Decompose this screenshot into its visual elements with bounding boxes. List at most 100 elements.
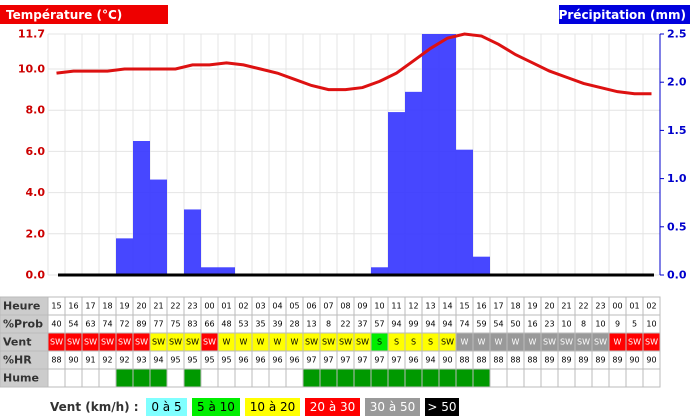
table-value: SW <box>203 338 216 347</box>
table-cell <box>64 368 83 388</box>
table-value: W <box>274 338 282 347</box>
y-tick-label: 2.0 <box>26 227 46 240</box>
table-value: 13 <box>306 320 316 329</box>
table-value: SW <box>118 338 131 347</box>
table-value: SW <box>152 338 165 347</box>
table-value: 40 <box>51 320 61 329</box>
hour-label: 07 <box>323 302 333 311</box>
table-cell <box>506 368 525 388</box>
table-cell <box>251 368 270 388</box>
hour-label: 03 <box>255 302 265 311</box>
precip-bar <box>388 112 405 275</box>
precip-bar <box>201 267 218 275</box>
table-value: 48 <box>221 320 231 329</box>
table-value: 88 <box>459 356 469 365</box>
precip-bar <box>133 141 150 275</box>
table-value: W <box>512 338 520 347</box>
precip-bar <box>218 267 235 275</box>
table-value: SW <box>50 338 63 347</box>
row-label: Heure <box>3 300 40 313</box>
hour-label: 19 <box>527 302 537 311</box>
y-tick-label: 11.7 <box>18 28 45 41</box>
precip-bar <box>439 34 456 275</box>
table-cell <box>404 368 423 388</box>
table-value: 50 <box>510 320 520 329</box>
table-value: 8 <box>581 320 586 329</box>
hour-label: 18 <box>510 302 520 311</box>
table-value: 9 <box>615 320 620 329</box>
table-cell <box>642 368 661 388</box>
table-value: 22 <box>340 320 350 329</box>
table-value: SW <box>645 338 658 347</box>
y2-tick-label: 1.5 <box>667 124 687 137</box>
hour-label: 15 <box>459 302 469 311</box>
legend-swatch <box>365 398 420 416</box>
y2-tick-label: 1.0 <box>667 172 687 185</box>
table-value: 94 <box>391 320 401 329</box>
table-cell <box>149 368 168 388</box>
table-value: 95 <box>221 356 231 365</box>
table-value: 92 <box>119 356 129 365</box>
legend-label: Vent (km/h) : <box>50 400 139 414</box>
table-value: 83 <box>187 320 197 329</box>
table-cell <box>183 368 202 388</box>
table-cell <box>625 368 644 388</box>
table-value: 90 <box>442 356 452 365</box>
precip-bar <box>150 179 167 275</box>
y2-tick-label: 2.5 <box>667 28 687 41</box>
hour-label: 21 <box>153 302 163 311</box>
table-value: SW <box>543 338 556 347</box>
table-value: 59 <box>476 320 486 329</box>
table-value: 95 <box>204 356 214 365</box>
table-value: 88 <box>493 356 503 365</box>
table-value: 88 <box>527 356 537 365</box>
table-value: 92 <box>102 356 112 365</box>
table-value: 96 <box>272 356 282 365</box>
precip-bar <box>371 267 388 275</box>
hour-label: 01 <box>629 302 639 311</box>
title-box-left <box>0 5 168 24</box>
table-value: SW <box>577 338 590 347</box>
legend-item: 10 à 20 <box>250 400 296 414</box>
legend-swatch <box>192 398 240 416</box>
hour-label: 21 <box>561 302 571 311</box>
hour-label: 19 <box>119 302 129 311</box>
y-tick-label: 6.0 <box>26 145 46 158</box>
table-value: 16 <box>527 320 537 329</box>
table-value: 97 <box>306 356 316 365</box>
table-value: 10 <box>561 320 571 329</box>
table-value: W <box>291 338 299 347</box>
y2-tick-label: 0.0 <box>667 269 687 282</box>
hour-label: 22 <box>170 302 180 311</box>
table-value: SW <box>339 338 352 347</box>
table-value: 57 <box>374 320 384 329</box>
hour-label: 09 <box>357 302 367 311</box>
table-value: 74 <box>102 320 112 329</box>
y-tick-label: 4.0 <box>26 186 46 199</box>
row-label: %HR <box>3 354 32 367</box>
hour-label: 15 <box>51 302 61 311</box>
table-value: 77 <box>153 320 163 329</box>
table-value: SW <box>101 338 114 347</box>
table-value: 88 <box>510 356 520 365</box>
table-cell <box>608 368 627 388</box>
table-value: 89 <box>136 320 146 329</box>
table-cell <box>132 368 151 388</box>
table-value: SW <box>560 338 573 347</box>
table-value: 96 <box>408 356 418 365</box>
table-value: 10 <box>646 320 656 329</box>
table-cell <box>81 368 100 388</box>
table-value: 10 <box>595 320 605 329</box>
row-label: %Prob <box>3 318 43 331</box>
temperature-line <box>56 32 652 96</box>
legend-swatch <box>146 398 187 416</box>
table-value: 95 <box>170 356 180 365</box>
table-cell <box>353 368 372 388</box>
table-value: SW <box>628 338 641 347</box>
table-value: 94 <box>442 320 452 329</box>
hour-label: 16 <box>68 302 78 311</box>
table-cell <box>523 368 542 388</box>
hour-label: 13 <box>425 302 435 311</box>
table-value: SW <box>322 338 335 347</box>
